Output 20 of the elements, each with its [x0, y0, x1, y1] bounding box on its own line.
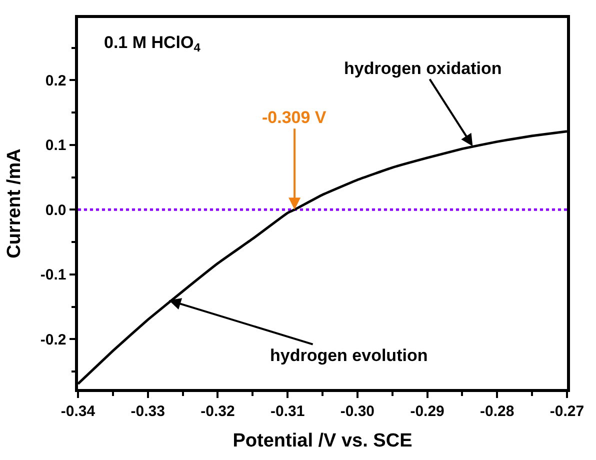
annotation: 0.1 M HClO$_{4}$: [104, 33, 201, 55]
y-axis-title: Current /mA: [4, 148, 26, 258]
annotation: hydrogen evolution: [270, 346, 428, 365]
y-tick-label: -0.2: [40, 331, 66, 348]
x-tick-label: -0.28: [480, 402, 514, 420]
x-tick-label: -0.30: [340, 402, 375, 420]
x-tick-label: -0.32: [200, 402, 235, 420]
x-axis-title: Potential /V vs. SCE: [232, 430, 412, 452]
x-tick-label: -0.29: [410, 402, 444, 420]
x-tick-label: -0.34: [60, 402, 96, 420]
line-series: [78, 130, 567, 386]
annotation: hydrogen oxidation: [344, 59, 502, 78]
x-tick-label: -0.33: [130, 402, 165, 420]
x-tick-label: -0.27: [550, 402, 584, 420]
x-tick-label: -0.31: [270, 402, 305, 420]
y-tick-label: -0.1: [40, 266, 66, 284]
y-tick-label: 0.1: [45, 137, 66, 154]
y-tick-label: 0.0: [45, 202, 66, 219]
y-tick-label: 0.2: [45, 72, 66, 90]
annotation: -0.309 V: [262, 108, 327, 127]
